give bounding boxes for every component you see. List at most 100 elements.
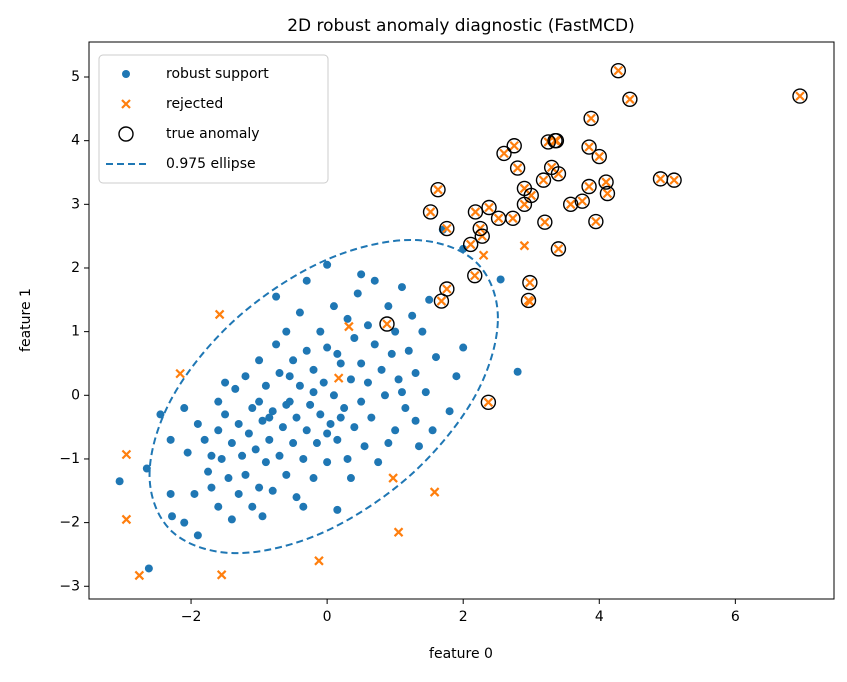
point: [474, 228, 490, 244]
point: [357, 359, 366, 368]
point: [414, 442, 423, 451]
point: [562, 196, 579, 213]
point: [523, 295, 534, 306]
point: [258, 416, 267, 425]
point: [433, 184, 443, 195]
x-tick-label: 4: [595, 609, 604, 625]
point: [272, 292, 281, 301]
legend-label: rejected: [166, 96, 223, 112]
point: [316, 327, 325, 336]
point: [234, 419, 243, 428]
point: [221, 410, 230, 419]
point: [397, 283, 406, 292]
point: [282, 327, 291, 336]
point: [346, 474, 355, 483]
point: [467, 204, 484, 220]
point: [333, 435, 342, 444]
point: [425, 207, 436, 217]
point: [394, 375, 403, 384]
point: [574, 193, 590, 209]
point: [121, 449, 132, 460]
point: [379, 316, 395, 332]
x-tick-label: −2: [181, 609, 202, 625]
point: [134, 570, 145, 581]
point: [312, 439, 321, 448]
point: [207, 483, 216, 492]
point: [261, 458, 270, 467]
point: [442, 223, 452, 234]
point: [319, 378, 328, 387]
point: [183, 448, 192, 457]
point: [255, 356, 264, 365]
point: [156, 410, 165, 419]
point: [380, 391, 389, 400]
point: [295, 381, 304, 390]
point: [302, 346, 311, 355]
point: [496, 275, 505, 284]
point: [275, 451, 284, 460]
point: [599, 185, 616, 202]
point: [175, 368, 185, 379]
point: [519, 183, 530, 194]
point: [431, 353, 440, 362]
x-tick-label: 0: [323, 609, 332, 625]
legend-swatch: [121, 99, 131, 109]
ellipse: [148, 238, 499, 555]
point: [387, 349, 396, 358]
point: [472, 220, 488, 237]
legend-box: [98, 54, 329, 184]
point: [384, 302, 393, 311]
point: [227, 515, 236, 524]
point: [346, 375, 355, 384]
point: [166, 435, 175, 444]
point: [336, 359, 345, 368]
point: [166, 489, 175, 498]
point: [268, 486, 277, 495]
point: [655, 174, 666, 184]
point: [509, 160, 526, 176]
legend-swatch: [122, 70, 130, 78]
point: [248, 404, 257, 413]
point: [241, 372, 250, 381]
y-tick-label: 2: [71, 260, 80, 276]
axes-frame: [88, 41, 835, 600]
point: [462, 236, 479, 253]
point: [401, 404, 410, 413]
point: [299, 454, 308, 463]
point: [550, 241, 567, 257]
point: [469, 270, 480, 281]
point: [306, 400, 315, 409]
point: [275, 369, 284, 378]
point: [241, 470, 250, 479]
point: [418, 327, 427, 336]
point: [548, 132, 565, 149]
point: [323, 458, 332, 467]
point: [292, 413, 301, 422]
point: [583, 110, 599, 127]
point: [436, 296, 447, 306]
point: [523, 187, 539, 204]
point: [393, 527, 404, 537]
point: [388, 473, 398, 483]
point: [439, 220, 455, 237]
point: [221, 378, 230, 387]
point: [144, 564, 153, 573]
point: [292, 493, 301, 502]
point: [224, 474, 233, 483]
point: [248, 502, 257, 511]
y-tick-label: −3: [59, 578, 80, 594]
point: [581, 139, 597, 155]
point: [214, 426, 223, 435]
point: [336, 413, 345, 422]
point: [520, 292, 537, 309]
point: [581, 178, 597, 195]
point: [470, 207, 481, 217]
point: [594, 151, 605, 162]
point: [382, 319, 392, 329]
point: [411, 416, 420, 425]
point: [350, 334, 359, 343]
y-tick-label: −2: [59, 515, 80, 531]
point: [439, 281, 455, 297]
point: [553, 244, 564, 254]
point: [509, 140, 520, 151]
